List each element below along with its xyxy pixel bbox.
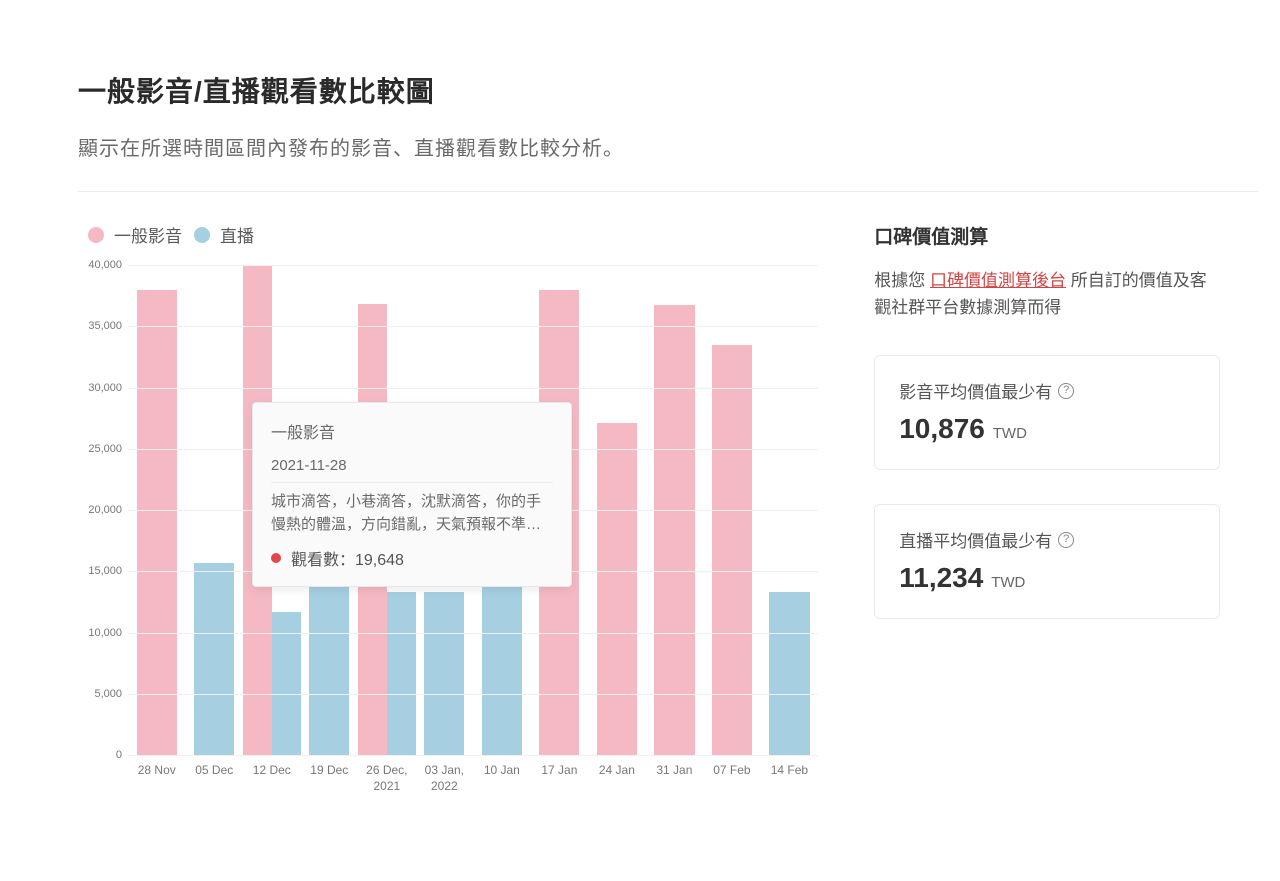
metric-unit: TWD <box>989 425 1027 442</box>
x-axis: 28 Nov05 Dec12 Dec19 Dec26 Dec, 202103 J… <box>128 763 818 794</box>
metric-value: 11,234 TWD <box>899 562 1195 594</box>
side-description: 根據您 口碑價值測算後台 所自訂的價值及客觀社群平台數據測算而得 <box>874 267 1220 321</box>
tooltip-dot-icon <box>271 553 281 563</box>
y-tick-label: 35,000 <box>78 320 122 332</box>
x-tick-label: 31 Jan <box>646 763 704 794</box>
y-tick-label: 0 <box>78 749 122 761</box>
tooltip-series: 一般影音 <box>271 419 553 443</box>
x-tick-label: 14 Feb <box>761 763 819 794</box>
metric-value: 10,876 TWD <box>899 413 1195 445</box>
y-tick-label: 40,000 <box>78 259 122 271</box>
x-tick-label: 12 Dec <box>243 763 301 794</box>
divider <box>78 191 1258 192</box>
y-tick-label: 30,000 <box>78 382 122 394</box>
legend-label: 直播 <box>220 222 254 247</box>
grid-line <box>128 694 818 695</box>
bar[interactable] <box>654 305 694 755</box>
help-icon[interactable]: ? <box>1058 532 1074 548</box>
legend-item[interactable]: 一般影音 <box>88 222 182 247</box>
y-tick-label: 15,000 <box>78 565 122 577</box>
bar[interactable] <box>387 592 416 755</box>
x-tick-label: 07 Feb <box>703 763 761 794</box>
value-estimate-link[interactable]: 口碑價值測算後台 <box>930 271 1066 290</box>
tooltip-description: 城市滴答，小巷滴答，沈默滴答，你的手慢熱的體溫，方向錯亂，天氣預報不準… <box>271 482 553 536</box>
side-panel: 口碑價值測算 根據您 口碑價值測算後台 所自訂的價值及客觀社群平台數據測算而得 … <box>874 222 1220 805</box>
legend-swatch-icon <box>88 227 104 243</box>
tooltip-value: 觀看數：19,648 <box>291 546 404 570</box>
bar[interactable] <box>597 423 637 755</box>
x-tick-label: 19 Dec <box>301 763 359 794</box>
y-tick-label: 5,000 <box>78 688 122 700</box>
x-tick-label: 28 Nov <box>128 763 186 794</box>
page-subtitle: 顯示在所選時間區間內發布的影音、直播觀看數比較分析。 <box>78 132 1220 161</box>
x-tick-label: 24 Jan <box>588 763 646 794</box>
y-tick-label: 25,000 <box>78 443 122 455</box>
grid-line <box>128 265 818 266</box>
grid-line <box>128 326 818 327</box>
legend-item[interactable]: 直播 <box>194 222 254 247</box>
bar[interactable] <box>769 592 809 755</box>
grid-line <box>128 633 818 634</box>
chart-container: 一般影音 直播 0 5,000 10,000 15,000 20,000 25,000 30,… <box>78 222 818 805</box>
x-tick-label: 17 Jan <box>531 763 589 794</box>
metric-card: 影音平均價值最少有? 10,876 TWD <box>874 355 1220 470</box>
tooltip-date: 2021-11-28 <box>271 457 553 474</box>
chart-legend: 一般影音 直播 <box>78 222 818 247</box>
grid-line <box>128 388 818 389</box>
bar[interactable] <box>424 592 464 755</box>
x-tick-label: 05 Dec <box>186 763 244 794</box>
y-tick-label: 20,000 <box>78 504 122 516</box>
side-title: 口碑價值測算 <box>874 222 1220 249</box>
chart-tooltip: 一般影音 2021-11-28 城市滴答，小巷滴答，沈默滴答，你的手慢熱的體溫，… <box>252 402 572 587</box>
metric-unit: TWD <box>987 574 1025 591</box>
bar[interactable] <box>194 563 234 755</box>
legend-swatch-icon <box>194 227 210 243</box>
bar[interactable] <box>309 565 349 755</box>
grid-line <box>128 755 818 756</box>
page-title: 一般影音/直播觀看數比較圖 <box>78 70 1220 110</box>
x-tick-label: 03 Jan, 2022 <box>416 763 474 794</box>
legend-label: 一般影音 <box>114 222 182 247</box>
y-tick-label: 10,000 <box>78 627 122 639</box>
metric-label: 影音平均價值最少有? <box>899 378 1195 403</box>
metric-label: 直播平均價值最少有? <box>899 527 1195 552</box>
metric-card: 直播平均價值最少有? 11,234 TWD <box>874 504 1220 619</box>
help-icon[interactable]: ? <box>1058 383 1074 399</box>
x-tick-label: 10 Jan <box>473 763 531 794</box>
x-tick-label: 26 Dec, 2021 <box>358 763 416 794</box>
bar[interactable] <box>137 290 177 756</box>
